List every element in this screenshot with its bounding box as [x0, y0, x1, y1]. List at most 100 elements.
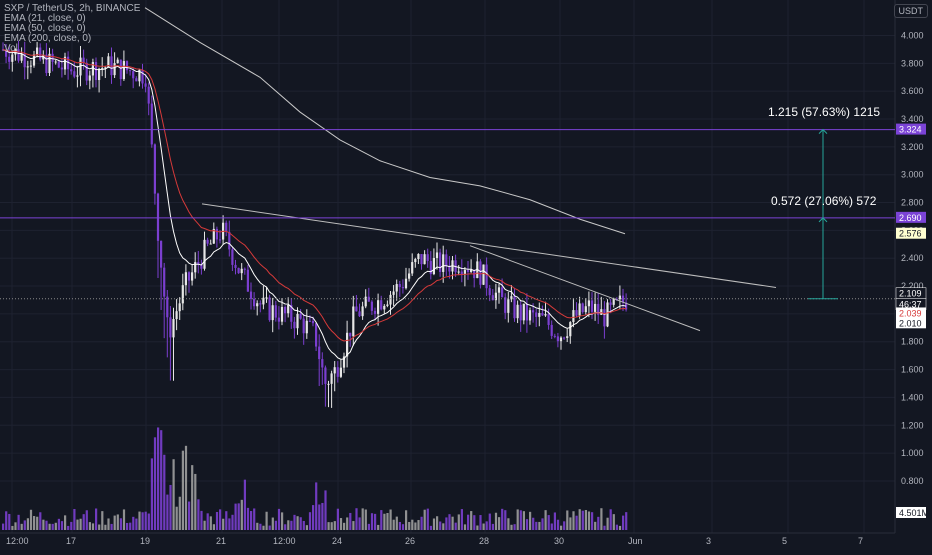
- volume-bars: [2, 427, 628, 530]
- candle-body: [383, 305, 386, 310]
- volume-bar: [594, 521, 597, 530]
- candle-body: [107, 56, 110, 68]
- volume-bar: [293, 514, 296, 530]
- volume-bar: [429, 525, 432, 530]
- volume-bar: [591, 512, 594, 530]
- volume-bar: [315, 482, 318, 530]
- volume-bar: [157, 427, 160, 530]
- time-tick-label: 17: [66, 536, 76, 546]
- volume-bar: [414, 522, 417, 530]
- candle-body: [370, 301, 373, 311]
- ema50-value-tag: [896, 307, 926, 319]
- symbol-title[interactable]: SXP / TetherUS, 2h, BINANCE: [4, 3, 141, 14]
- volume-bar: [36, 516, 39, 530]
- candle-body: [172, 319, 175, 338]
- volume-bar: [587, 511, 591, 530]
- candle-body: [417, 254, 420, 260]
- volume-bar: [5, 511, 8, 530]
- volume-bar: [17, 514, 20, 530]
- candle-body: [268, 297, 271, 321]
- study-volume[interactable]: Vol: [4, 43, 18, 54]
- currency-unit-button[interactable]: USDT: [893, 4, 928, 18]
- price-tick-label: 3.600: [901, 86, 924, 96]
- volume-bar: [296, 516, 299, 530]
- volume-bar: [60, 521, 64, 530]
- countdown-label: 46:37: [899, 300, 922, 310]
- volume-bar: [439, 521, 442, 530]
- price-tick-label: 2.200: [901, 281, 924, 291]
- volume-bar: [150, 458, 153, 530]
- volume-bar: [358, 517, 361, 530]
- volume-bar: [423, 509, 426, 530]
- volume-bar: [383, 513, 386, 530]
- candle-body: [175, 311, 178, 320]
- price-tick-label: 1.600: [901, 365, 924, 375]
- volume-bar: [572, 511, 575, 530]
- volume-bar: [451, 516, 454, 530]
- volume-bar: [479, 515, 482, 530]
- candle-body: [203, 239, 206, 269]
- study-ema200[interactable]: EMA (200, close, 0): [4, 33, 92, 44]
- candle-body: [125, 61, 129, 71]
- study-ema21[interactable]: EMA (21, close, 0): [4, 13, 86, 24]
- volume-bar: [541, 518, 544, 530]
- study-ema50[interactable]: EMA (50, close, 0): [4, 23, 86, 34]
- volume-bar: [448, 514, 451, 530]
- volume-bar: [95, 508, 98, 530]
- volume-bar: [625, 512, 628, 530]
- volume-bar: [392, 519, 395, 530]
- candle-body: [519, 304, 522, 321]
- measure-arrowhead: [818, 217, 828, 223]
- volume-bar: [54, 522, 57, 530]
- candle-body: [355, 306, 358, 312]
- candle-body: [569, 322, 572, 337]
- volume-bar: [215, 511, 219, 530]
- volume-bar: [308, 512, 312, 530]
- candle-body: [132, 71, 135, 79]
- candle-body: [231, 249, 234, 265]
- candle-body: [398, 284, 401, 288]
- candle-body: [256, 303, 259, 307]
- chart-legend: SXP / TetherUS, 2h, BINANCE EMA (21, clo…: [4, 4, 140, 54]
- candle-body: [581, 303, 584, 313]
- volume-value-label: 4.501M: [899, 508, 929, 518]
- candle-body: [206, 239, 209, 244]
- volume-bar: [519, 510, 522, 530]
- candle-body: [153, 144, 156, 194]
- candle-body: [166, 296, 169, 318]
- volume-bar: [578, 509, 581, 530]
- candle-body: [432, 258, 435, 275]
- volume-bar: [104, 524, 107, 530]
- candle-body: [482, 264, 485, 285]
- candle-body: [442, 254, 445, 272]
- volume-bar: [197, 499, 200, 530]
- candle-body: [528, 310, 532, 321]
- candle-body: [349, 332, 352, 337]
- candle-body: [57, 61, 60, 68]
- time-tick-label: 26: [405, 536, 415, 546]
- volume-bar: [181, 450, 184, 530]
- candle-body: [8, 56, 11, 62]
- time-tick-label: 24: [332, 536, 342, 546]
- candle-body: [308, 320, 311, 322]
- volume-bar: [504, 510, 507, 530]
- candle-body: [445, 254, 448, 267]
- candle-body: [212, 228, 215, 244]
- volume-bar: [606, 517, 609, 530]
- candle-body: [48, 53, 51, 74]
- measure-upper-label: 1.215 (57.63%) 1215: [768, 105, 880, 119]
- volume-bar: [119, 518, 122, 530]
- ema21-line: [2, 49, 627, 360]
- volume-bar: [302, 520, 305, 530]
- candle-body: [411, 262, 414, 274]
- price-tick-label: 4.000: [901, 31, 924, 41]
- volume-bar: [581, 510, 584, 530]
- volume-bar: [470, 511, 473, 530]
- volume-bar: [299, 517, 302, 530]
- candle-body: [609, 302, 612, 305]
- volume-bar: [352, 521, 355, 530]
- candle-body: [318, 346, 321, 360]
- candle-body: [82, 57, 85, 63]
